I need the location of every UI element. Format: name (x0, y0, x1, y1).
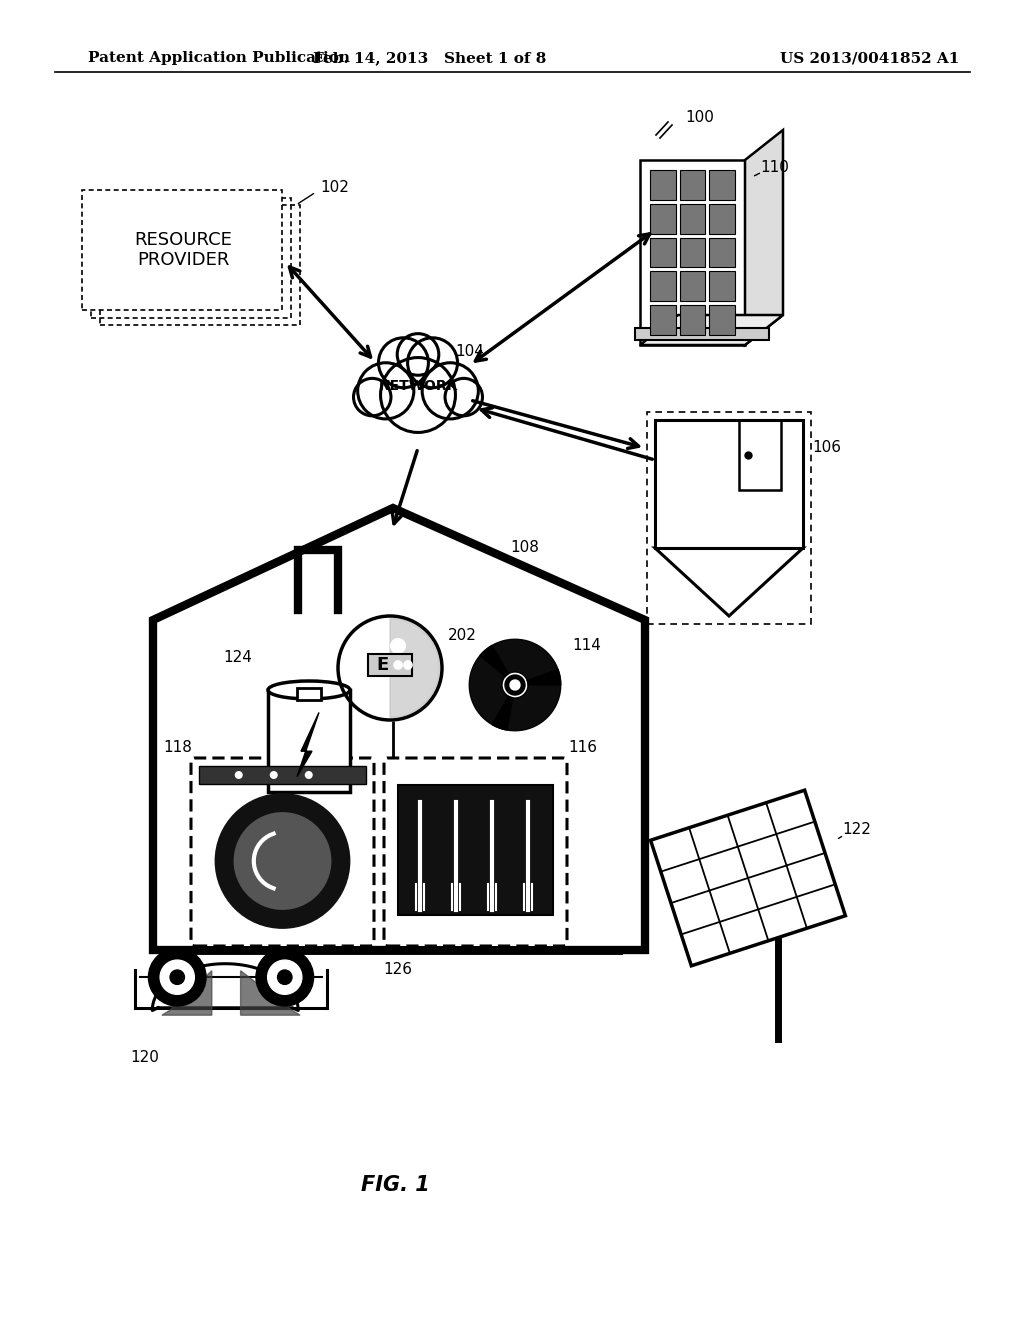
Ellipse shape (268, 681, 350, 700)
Circle shape (505, 675, 525, 696)
Bar (398, 785, 553, 915)
Circle shape (267, 960, 302, 994)
Bar (680, 170, 706, 199)
Circle shape (422, 363, 478, 418)
Polygon shape (493, 669, 561, 731)
Polygon shape (153, 508, 645, 950)
Circle shape (463, 634, 567, 737)
Text: 104: 104 (455, 345, 484, 359)
Bar (680, 203, 706, 234)
Text: FIG. 1: FIG. 1 (360, 1175, 429, 1195)
Circle shape (234, 771, 243, 779)
Bar (640, 160, 745, 345)
Circle shape (408, 338, 458, 388)
Polygon shape (469, 645, 513, 730)
Circle shape (365, 642, 379, 655)
Text: Patent Application Publication: Patent Application Publication (88, 51, 350, 65)
Text: 110: 110 (760, 161, 788, 176)
Circle shape (338, 616, 442, 719)
Polygon shape (390, 619, 439, 717)
Circle shape (160, 960, 195, 994)
Circle shape (431, 917, 443, 931)
Text: 124: 124 (223, 651, 252, 665)
Circle shape (269, 771, 278, 779)
Text: 118: 118 (163, 741, 193, 755)
Bar (647, 412, 811, 624)
Bar (710, 203, 735, 234)
Bar (710, 305, 735, 335)
Polygon shape (650, 791, 846, 966)
Circle shape (216, 795, 349, 928)
Circle shape (391, 639, 406, 653)
Bar (650, 272, 676, 301)
Polygon shape (135, 970, 327, 1007)
Bar (635, 327, 769, 341)
Bar (650, 305, 676, 335)
Text: 126: 126 (384, 962, 413, 978)
Bar (680, 238, 706, 268)
Polygon shape (745, 129, 783, 345)
Circle shape (256, 948, 313, 1006)
Text: 106: 106 (812, 441, 841, 455)
Text: Feb. 14, 2013   Sheet 1 of 8: Feb. 14, 2013 Sheet 1 of 8 (313, 51, 547, 65)
Bar (680, 305, 706, 335)
Bar (650, 203, 676, 234)
Bar (680, 272, 706, 301)
Bar (100, 205, 300, 325)
Circle shape (397, 334, 439, 375)
Text: 102: 102 (319, 181, 349, 195)
Circle shape (469, 917, 481, 931)
Bar (655, 420, 803, 548)
Circle shape (278, 970, 292, 985)
Polygon shape (655, 548, 803, 616)
Circle shape (381, 358, 456, 433)
Bar (650, 170, 676, 199)
Text: 116: 116 (568, 741, 597, 755)
Circle shape (148, 948, 206, 1006)
Polygon shape (241, 970, 300, 1015)
Bar (368, 653, 412, 676)
Circle shape (353, 379, 391, 416)
Text: 122: 122 (842, 822, 870, 837)
Bar (710, 272, 735, 301)
Circle shape (234, 813, 331, 909)
Polygon shape (480, 639, 561, 685)
Bar (91, 198, 291, 318)
Text: NETWORK: NETWORK (378, 379, 458, 392)
Circle shape (170, 970, 184, 985)
Polygon shape (640, 315, 783, 345)
Circle shape (404, 661, 412, 669)
Text: RESOURCE
PROVIDER: RESOURCE PROVIDER (134, 231, 232, 269)
Circle shape (379, 338, 428, 388)
Bar (710, 238, 735, 268)
Circle shape (357, 363, 414, 418)
Circle shape (305, 771, 312, 779)
Bar (199, 766, 366, 784)
Text: 202: 202 (449, 627, 477, 643)
Circle shape (508, 917, 520, 931)
Circle shape (510, 680, 520, 690)
Bar (82, 190, 282, 310)
Text: 120: 120 (130, 1051, 159, 1065)
Text: E: E (376, 656, 388, 675)
Text: 114: 114 (572, 638, 601, 652)
Text: 100: 100 (685, 111, 714, 125)
Circle shape (394, 661, 402, 669)
FancyBboxPatch shape (191, 758, 374, 946)
Bar (739, 420, 781, 491)
Bar (268, 690, 350, 792)
Polygon shape (297, 713, 319, 776)
Circle shape (445, 379, 482, 416)
Bar (710, 170, 735, 199)
Text: US 2013/0041852 A1: US 2013/0041852 A1 (780, 51, 959, 65)
Polygon shape (153, 964, 298, 1011)
FancyBboxPatch shape (384, 758, 567, 946)
Bar (297, 688, 322, 700)
Polygon shape (162, 970, 212, 1015)
Bar (650, 238, 676, 268)
Text: 108: 108 (510, 540, 539, 556)
